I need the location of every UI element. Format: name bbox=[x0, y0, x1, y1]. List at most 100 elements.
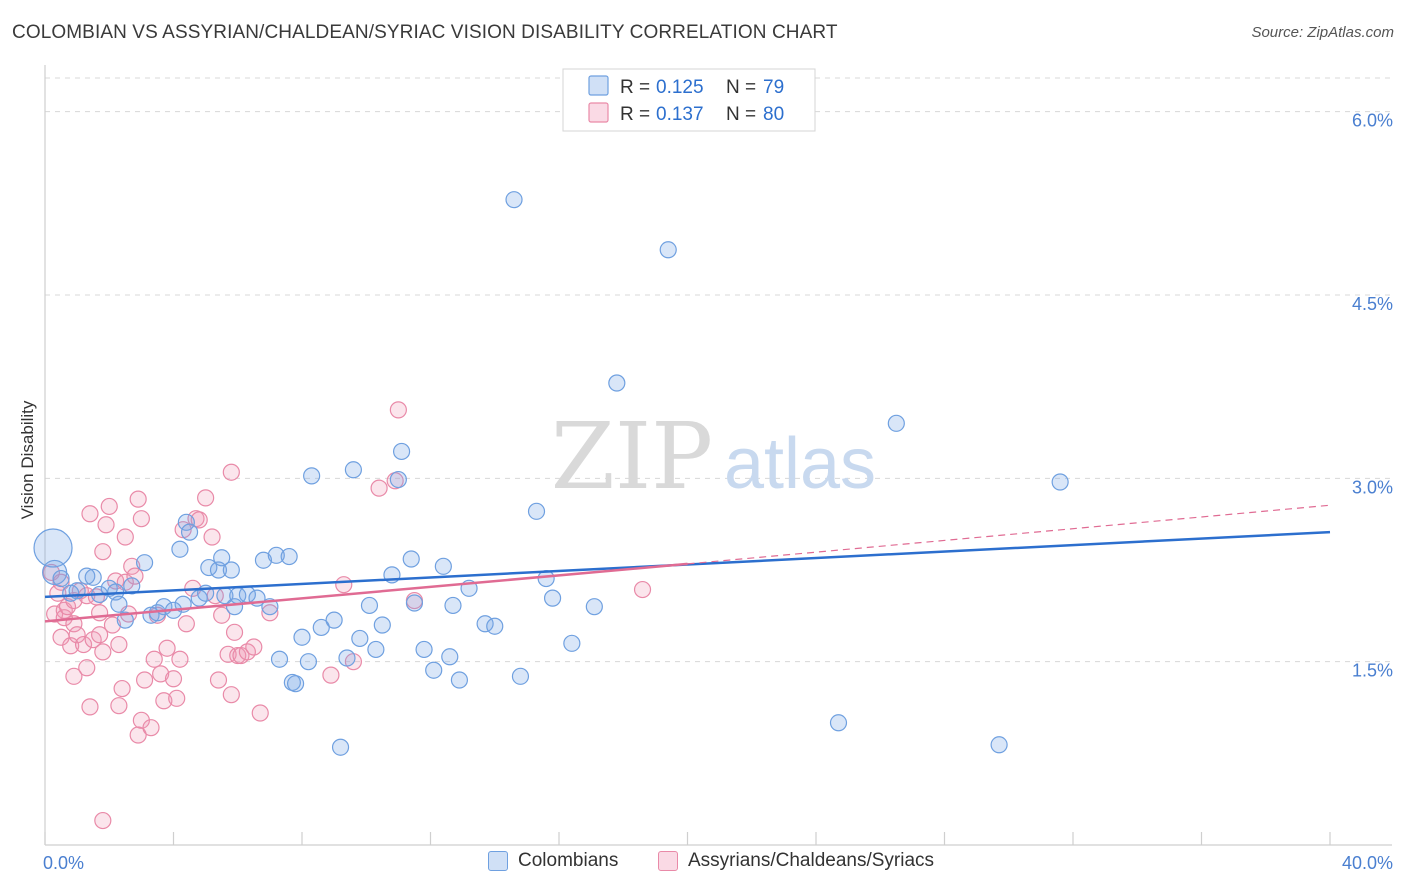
blue-point bbox=[444, 596, 462, 615]
blue-point bbox=[116, 611, 134, 629]
trend-line-pink bbox=[44, 562, 688, 623]
pink-point bbox=[81, 698, 99, 716]
blue-point bbox=[171, 540, 189, 558]
blue-point bbox=[299, 653, 318, 671]
blue-point bbox=[392, 442, 411, 461]
legend-swatch-blue bbox=[488, 851, 508, 871]
pink-point bbox=[213, 606, 231, 624]
pink-point bbox=[322, 666, 340, 684]
pink-point bbox=[46, 605, 64, 623]
blue-point bbox=[505, 191, 523, 209]
bottom-legend-label-colombians: Colombians bbox=[518, 850, 619, 871]
x-tick-label-0: 0.0% bbox=[43, 853, 84, 873]
blue-point bbox=[270, 650, 289, 668]
pink-point bbox=[251, 704, 269, 722]
pink-point bbox=[116, 528, 134, 546]
pink-point bbox=[203, 528, 221, 546]
x-tick-label-1: 40.0% bbox=[1342, 853, 1393, 873]
pink-point bbox=[171, 650, 189, 668]
pink-point bbox=[129, 490, 147, 508]
blue-point bbox=[84, 568, 102, 586]
pink-point bbox=[209, 671, 228, 689]
pink-point bbox=[126, 567, 144, 585]
legend-swatch-pink bbox=[588, 102, 609, 123]
legend-n-value-blue: 79 bbox=[763, 77, 784, 98]
blue-point bbox=[52, 569, 70, 588]
pink-point bbox=[94, 811, 112, 830]
blue-point bbox=[659, 241, 677, 259]
blue-point bbox=[351, 629, 369, 648]
pink-point bbox=[132, 510, 150, 528]
y-tick-label-2: 4.5% bbox=[1352, 294, 1393, 314]
pink-point bbox=[225, 623, 244, 641]
blue-point bbox=[280, 547, 298, 566]
blue-point bbox=[543, 589, 562, 607]
blue-point bbox=[293, 628, 311, 646]
pink-point bbox=[633, 580, 652, 599]
blue-point bbox=[434, 557, 452, 575]
blue-point bbox=[373, 616, 391, 634]
blue-point bbox=[338, 649, 356, 667]
blue-point bbox=[1051, 473, 1069, 491]
blue-point bbox=[33, 528, 73, 568]
blue-point bbox=[415, 640, 433, 659]
blue-point bbox=[78, 567, 96, 585]
y-tick-label-3: 6.0% bbox=[1352, 111, 1393, 131]
pink-point bbox=[222, 686, 240, 704]
pink-point bbox=[91, 626, 109, 644]
blue-point bbox=[325, 611, 343, 629]
blue-point bbox=[402, 550, 420, 568]
pink-point bbox=[158, 639, 176, 657]
source-label: Source: ZipAtlas.com bbox=[1251, 24, 1394, 41]
chart-title: COLOMBIAN VS ASSYRIAN/CHALDEAN/SYRIAC VI… bbox=[12, 22, 838, 43]
pink-point bbox=[113, 679, 131, 698]
blue-point bbox=[267, 546, 285, 564]
trend-line-pink-extension bbox=[687, 504, 1331, 565]
pink-point bbox=[68, 626, 86, 644]
pink-point bbox=[164, 670, 183, 688]
legend-swatch-pink bbox=[658, 851, 678, 871]
legend-r-value-pink: 0.137 bbox=[656, 104, 704, 125]
blue-point bbox=[486, 617, 504, 635]
blue-point bbox=[441, 648, 459, 666]
axes bbox=[44, 65, 1392, 846]
blue-point bbox=[312, 618, 330, 637]
blue-point bbox=[527, 502, 546, 520]
pink-point bbox=[94, 643, 112, 661]
pink-point bbox=[100, 497, 118, 516]
blue-point bbox=[389, 470, 407, 489]
bottom-legend-item-assyrians: Assyrians/Chaldeans/Syriacs bbox=[658, 850, 934, 872]
pink-point bbox=[152, 665, 170, 683]
pink-point bbox=[110, 635, 128, 654]
watermark-atlas: atlas bbox=[724, 424, 876, 504]
pink-point bbox=[65, 667, 83, 685]
legend-n-value-pink: 80 bbox=[763, 104, 784, 125]
pink-point bbox=[78, 659, 96, 677]
blue-point bbox=[123, 577, 141, 595]
y-tick-label-1: 3.0% bbox=[1352, 477, 1393, 497]
blue-point bbox=[225, 598, 244, 616]
blue-point bbox=[367, 640, 385, 659]
tick-labels: 1.5% 3.0% 4.5% 6.0% 0.0% 40.0% bbox=[43, 111, 1393, 873]
pink-point bbox=[177, 615, 195, 633]
watermark: ZIP atlas bbox=[551, 403, 876, 510]
bottom-legend-item-colombians: Colombians bbox=[488, 850, 618, 872]
legend-r-label-blue: R = bbox=[620, 77, 655, 98]
pink-point bbox=[222, 463, 240, 481]
blue-point bbox=[213, 549, 231, 567]
pink-point bbox=[103, 616, 122, 634]
blue-point bbox=[563, 634, 581, 652]
pink-point bbox=[261, 604, 279, 622]
legend-r-label-pink: R = bbox=[620, 104, 655, 125]
blue-point bbox=[180, 523, 199, 541]
watermark-zip: ZIP bbox=[551, 403, 713, 510]
blue-point bbox=[177, 513, 195, 531]
pink-point bbox=[145, 650, 163, 668]
pink-point bbox=[74, 635, 93, 654]
pink-point bbox=[142, 719, 160, 737]
pink-point bbox=[81, 505, 99, 523]
blue-point bbox=[135, 554, 154, 572]
bottom-legend-label-assyrians: Assyrians/Chaldeans/Syriacs bbox=[688, 850, 935, 871]
